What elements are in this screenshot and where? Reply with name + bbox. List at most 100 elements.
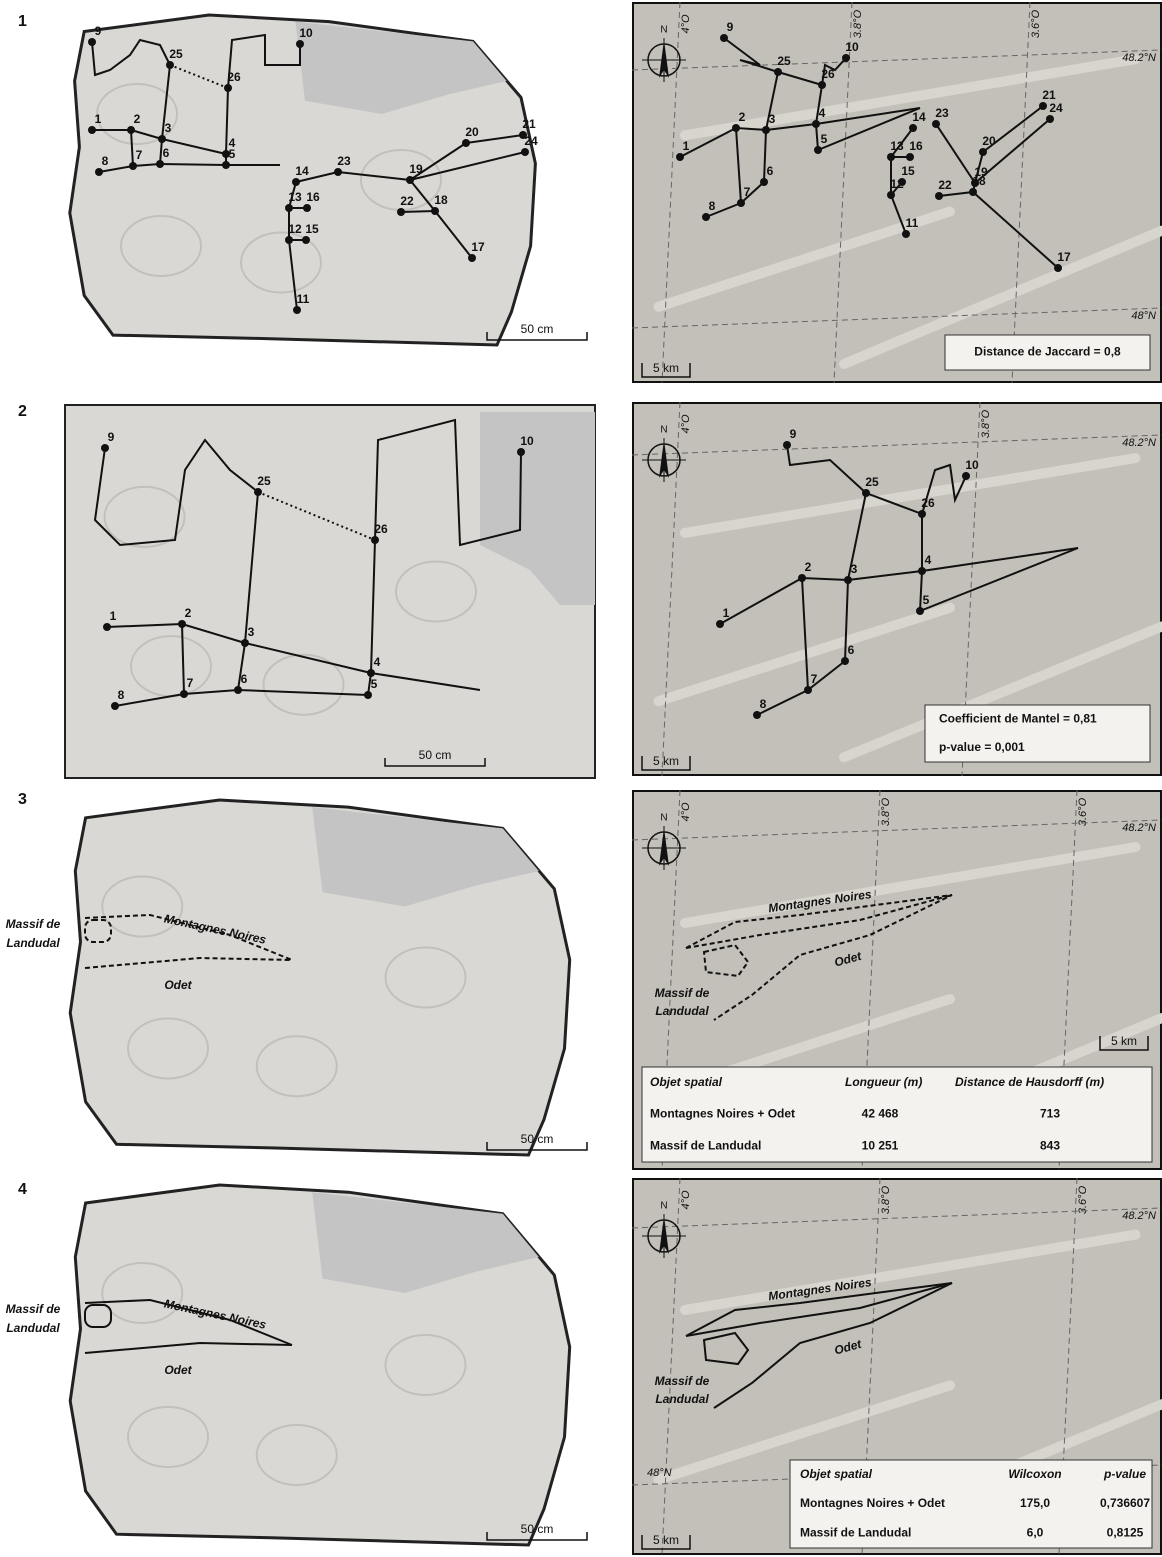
network-edge (114, 693, 185, 707)
network-edge (374, 418, 522, 547)
network-edge (244, 491, 259, 644)
map-region-label: Massif de (655, 1374, 710, 1388)
node-label: 6 (241, 672, 248, 686)
network-edge (765, 123, 817, 131)
node (862, 489, 870, 497)
network-edge (337, 171, 411, 181)
stone-missing (295, 21, 507, 115)
north-label: N (660, 813, 667, 824)
region-label: Massif de (6, 917, 61, 931)
map-relief (680, 842, 1141, 928)
panel-number: 1 (18, 13, 27, 30)
network-edge (91, 38, 171, 77)
network-edge (777, 71, 823, 86)
network-edge (705, 202, 742, 218)
node-label: 16 (306, 190, 320, 204)
node-label: 22 (938, 178, 952, 192)
latitude-label: 48.2°N (1122, 822, 1156, 834)
network-edge (974, 151, 984, 184)
node (702, 213, 710, 221)
parallel (631, 49, 1162, 71)
node (798, 574, 806, 582)
network-edge (370, 539, 376, 674)
stone-carving (120, 215, 202, 277)
map-scale-label: 5 km (653, 361, 679, 375)
network-edge (921, 463, 967, 515)
node-label: 7 (744, 185, 751, 199)
table-cell: Montagnes Noires + Odet (800, 1496, 945, 1510)
region-montagnes-noires (84, 1298, 293, 1346)
panel-number: 3 (18, 791, 27, 808)
node (158, 135, 166, 143)
network-edge (225, 87, 229, 155)
longitude-label: 3.8°O (880, 797, 892, 826)
north-label: N (660, 1201, 667, 1212)
stone-missing (480, 412, 595, 605)
map-scale-label: 5 km (653, 754, 679, 768)
meridian (661, 1, 681, 384)
network-edge (815, 123, 819, 151)
node (127, 126, 135, 134)
stone-carving (384, 946, 467, 1009)
longitude-label: 3.8°O (980, 409, 992, 438)
table-cell: 0,736607 (1100, 1496, 1150, 1510)
node (302, 236, 310, 244)
node-label: 26 (821, 67, 835, 81)
network-edge-dotted (169, 64, 229, 89)
meridian (661, 401, 681, 777)
network-edge (801, 577, 809, 691)
network-edge (161, 64, 171, 140)
node (783, 441, 791, 449)
node (887, 153, 895, 161)
info-text: Distance de Jaccard = 0,8 (974, 345, 1121, 359)
network-edge (409, 142, 467, 181)
map-relief (653, 206, 955, 312)
node (753, 711, 761, 719)
scale-label: 50 cm (521, 322, 554, 336)
node (720, 34, 728, 42)
node (517, 448, 525, 456)
table-box (641, 1066, 1153, 1163)
node-label: 25 (169, 47, 183, 61)
network-edge (159, 163, 227, 166)
network-edge (227, 33, 301, 89)
map-region-montagnes-odet (685, 894, 953, 1021)
node (762, 126, 770, 134)
scale-bar (384, 758, 486, 767)
node (222, 161, 230, 169)
stone-carving (127, 1017, 209, 1080)
node-label: 11 (297, 292, 310, 306)
node-label: 24 (524, 134, 538, 148)
network-edge (890, 127, 914, 158)
info-box (944, 334, 1151, 371)
map-relief (680, 1229, 1141, 1315)
node (95, 168, 103, 176)
node-label: 21 (1042, 88, 1056, 102)
network-edge-dotted (257, 491, 376, 541)
node (979, 148, 987, 156)
table-cell: Massif de Landudal (800, 1526, 911, 1540)
node-label: 9 (108, 430, 115, 444)
network-edge (919, 570, 923, 612)
node (898, 178, 906, 186)
node-label: 3 (248, 625, 255, 639)
map-region-landudal (702, 943, 750, 978)
node (760, 178, 768, 186)
node-label: 5 (821, 132, 828, 146)
network-edge (847, 492, 867, 581)
network-edge (740, 181, 765, 204)
network-edge (847, 570, 923, 581)
node (156, 160, 164, 168)
longitude-label: 4°O (680, 414, 692, 434)
table-header: p-value (1103, 1467, 1146, 1481)
node-label: 7 (136, 148, 143, 162)
map-scale-label: 5 km (653, 1533, 679, 1547)
node (1054, 264, 1062, 272)
node (129, 162, 137, 170)
table-box (789, 1459, 1153, 1549)
stone-carving (395, 560, 477, 623)
compass-arrow (659, 828, 669, 866)
node-label: 20 (982, 134, 996, 148)
stone-carving (262, 653, 345, 716)
node-label: 2 (134, 112, 141, 126)
